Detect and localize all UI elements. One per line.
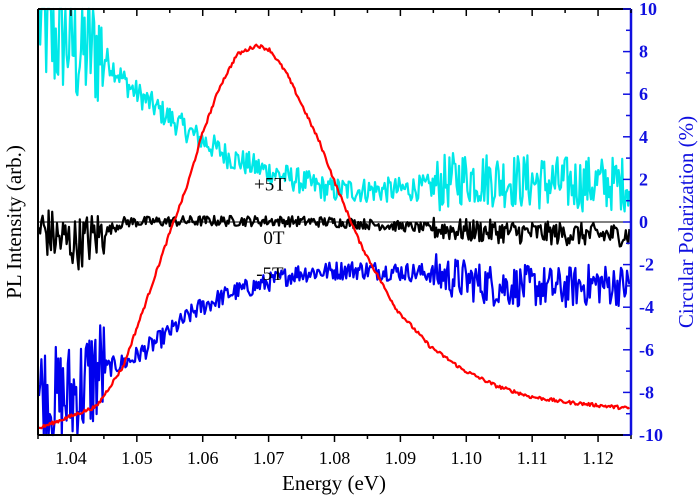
y-right-tick-label: 0 xyxy=(639,212,648,232)
axes-layer: 1.04 1.05 1.06 1.07 1.08 1.09 1.10 1.11 1.12 10 8 6… xyxy=(37,0,663,468)
y-right-tick-label: 10 xyxy=(639,0,657,19)
y-right-tick-label: -6 xyxy=(639,340,654,360)
series-layer xyxy=(37,7,631,437)
y-axis-right-title: Circular Polarization (%) xyxy=(674,116,698,328)
x-tick-label: 1.09 xyxy=(385,448,417,468)
x-tick-label: 1.12 xyxy=(582,448,614,468)
x-tick-label: 1.11 xyxy=(517,448,548,468)
labels-layer: +5T 0T -5T xyxy=(254,175,286,285)
y-right-tick-label: 6 xyxy=(639,84,648,104)
x-tick-label: 1.04 xyxy=(55,448,87,468)
y-right-tick-label: -2 xyxy=(639,255,654,275)
x-tick-label: 1.10 xyxy=(451,448,483,468)
y-right-tick-label: -4 xyxy=(639,297,654,317)
x-tick-label: 1.08 xyxy=(319,448,351,468)
y-right-tick-label: -8 xyxy=(639,382,654,402)
y-right-tick-label: 2 xyxy=(639,169,648,189)
series-label-0T: 0T xyxy=(263,228,285,249)
x-tick-label: 1.07 xyxy=(253,448,285,468)
y-right-tick-label: -10 xyxy=(639,425,663,445)
series-label-minus5T: -5T xyxy=(256,264,284,285)
series-line-PL xyxy=(39,43,631,430)
series-label-plus5T: +5T xyxy=(254,175,286,196)
x-tick-label: 1.06 xyxy=(187,448,219,468)
y-right-tick-label: 8 xyxy=(639,42,648,62)
x-axis-title: Energy (eV) xyxy=(282,471,386,495)
y-right-tick-label: 4 xyxy=(639,127,648,147)
series-line-0T xyxy=(37,209,631,271)
x-tick-label: 1.05 xyxy=(121,448,153,468)
y-axis-left-title: PL Intensity (arb.) xyxy=(2,145,26,299)
series-line-plus5T xyxy=(37,7,631,213)
series-line-minus5T xyxy=(37,253,631,437)
